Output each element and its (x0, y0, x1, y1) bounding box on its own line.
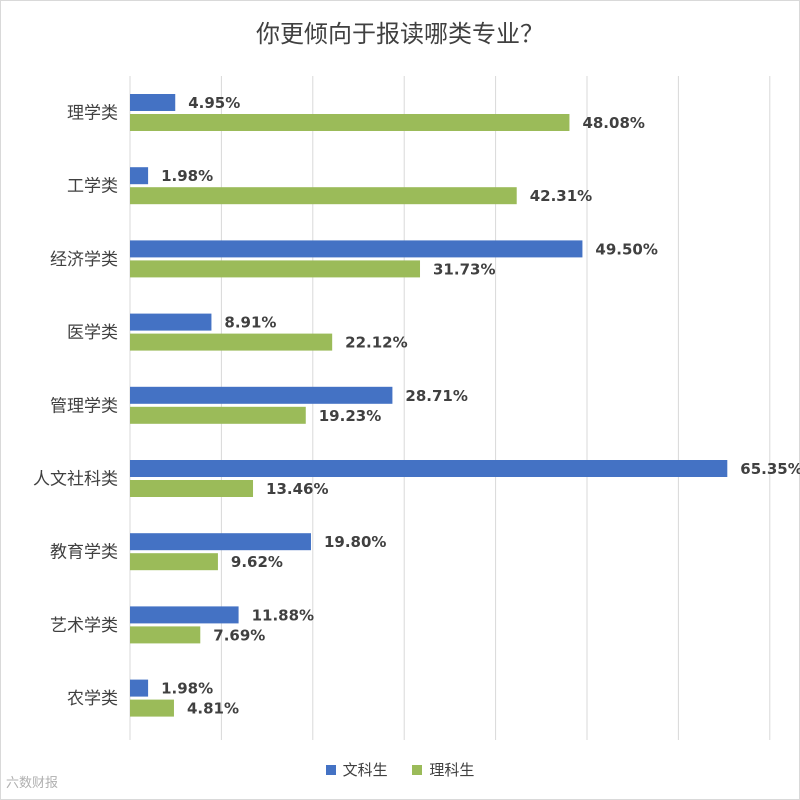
bar-series-2 (130, 406, 306, 424)
bar-series-1 (130, 94, 176, 111)
data-label: 28.71% (405, 387, 467, 405)
bar-series-2 (130, 333, 333, 351)
data-label: 65.35% (740, 460, 800, 478)
data-label: 49.50% (595, 240, 657, 258)
data-label: 1.98% (161, 167, 213, 185)
bars (130, 94, 728, 717)
bar-series-1 (130, 167, 149, 185)
legend-label-series-1: 文科生 (342, 761, 388, 779)
category-label: 农学类 (67, 689, 118, 709)
data-label: 13.46% (266, 480, 328, 498)
data-label: 4.81% (187, 700, 239, 718)
category-label: 管理学类 (50, 396, 118, 416)
data-label: 19.23% (319, 407, 381, 425)
bar-series-2 (130, 260, 421, 278)
category-label: 教育学类 (50, 543, 118, 563)
data-label: 42.31% (530, 187, 592, 205)
bar-series-2 (130, 480, 254, 497)
category-label: 经济学类 (50, 250, 118, 270)
bar-series-1 (130, 313, 212, 331)
legend-item-series-2: 理科生 (412, 759, 474, 780)
bar-series-1 (130, 533, 311, 551)
bar-series-1 (130, 240, 583, 258)
bar-series-1 (130, 460, 728, 477)
chart-title: 你更倾向于报读哪类专业？ (256, 20, 544, 48)
data-label: 48.08% (582, 114, 644, 132)
bar-series-1 (130, 679, 149, 697)
bar-series-2 (130, 187, 517, 205)
data-label: 11.88% (252, 606, 314, 624)
bar-series-2 (130, 626, 201, 644)
category-label: 理学类 (67, 104, 118, 124)
data-label: 31.73% (433, 260, 495, 278)
category-label: 人文社科类 (33, 470, 118, 490)
data-label: 22.12% (345, 334, 407, 352)
category-label: 医学类 (67, 323, 118, 343)
gridlines (129, 76, 771, 740)
bar-series-2 (130, 553, 218, 571)
legend-swatch-series-1 (325, 764, 336, 775)
data-label: 4.95% (188, 94, 240, 112)
bar-series-2 (130, 699, 174, 717)
data-label: 9.62% (231, 553, 283, 571)
legend-item-series-1: 文科生 (325, 759, 388, 780)
bar-series-1 (130, 386, 393, 404)
data-label: 7.69% (213, 626, 265, 644)
data-label: 19.80% (324, 533, 386, 551)
legend: 文科生 理科生 (0, 759, 800, 780)
category-label: 艺术学类 (50, 616, 118, 636)
data-label: 8.91% (224, 314, 276, 332)
bar-series-1 (130, 606, 239, 624)
category-label: 工学类 (67, 177, 118, 197)
legend-label-series-2: 理科生 (429, 761, 475, 779)
watermark-logo: 六数财报 (6, 776, 59, 791)
bar-series-2 (130, 114, 570, 131)
data-labels: 4.95% 48.08% 1.98% 42.31% 49.50% 31.73% 8.91% 2… (161, 94, 800, 718)
data-label: 1.98% (161, 680, 213, 698)
legend-swatch-series-2 (412, 764, 423, 775)
